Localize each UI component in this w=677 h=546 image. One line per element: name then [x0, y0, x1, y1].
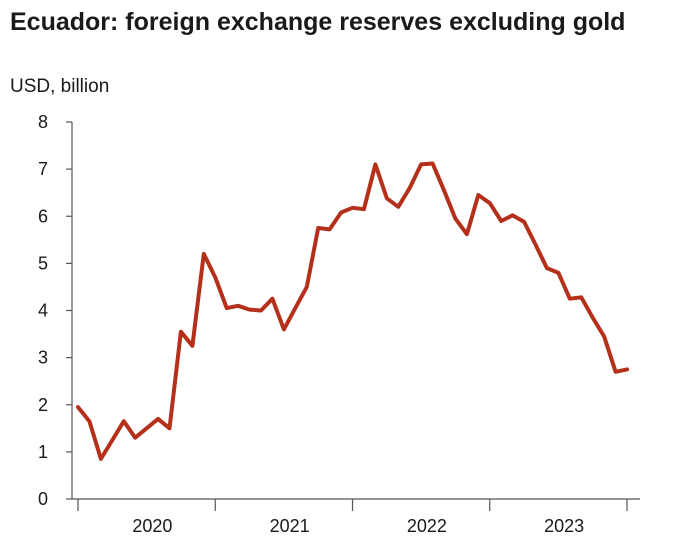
x-tick-label: 2023: [544, 516, 584, 536]
x-tick-label: 2021: [270, 516, 310, 536]
x-axis: 2020 2021 2022 2023: [72, 498, 640, 536]
x-tick-label: 2022: [407, 516, 447, 536]
y-axis: 0 1 2 3 4 5 6 7 8: [38, 112, 73, 509]
x-tick-label: 2020: [132, 516, 172, 536]
y-tick-label: 5: [38, 253, 48, 273]
chart-title: Ecuador: foreign exchange reserves exclu…: [10, 8, 626, 36]
y-tick-label: 1: [38, 442, 48, 462]
y-tick-label: 0: [38, 489, 48, 509]
y-tick-label: 3: [38, 348, 48, 368]
y-tick-label: 2: [38, 395, 48, 415]
y-tick-label: 4: [38, 301, 48, 321]
y-tick-label: 6: [38, 206, 48, 226]
y-tick-label: 7: [38, 159, 48, 179]
y-axis-label: USD, billion: [10, 76, 110, 97]
series-group: [76, 161, 629, 461]
y-tick-label: 8: [38, 112, 48, 132]
